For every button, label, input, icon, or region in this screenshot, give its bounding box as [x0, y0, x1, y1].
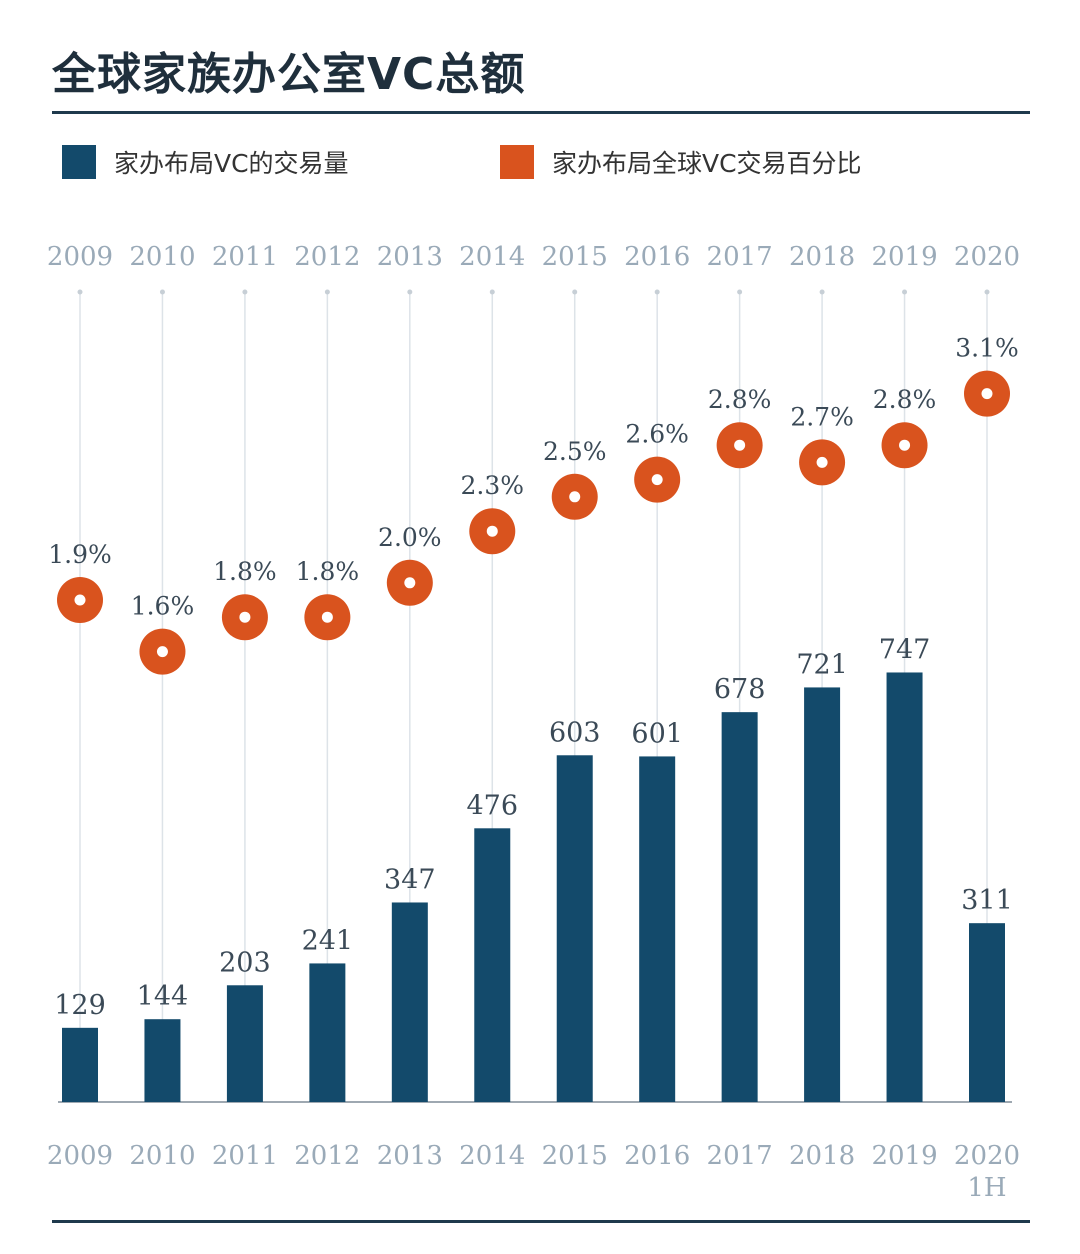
bar-value-label: 241	[302, 925, 354, 956]
guide-dot	[984, 289, 990, 295]
percent-dot-center	[981, 388, 993, 400]
guide-dot	[77, 289, 83, 295]
top-year-label: 2019	[871, 242, 937, 272]
top-divider	[52, 111, 1030, 114]
guide-dot	[324, 289, 330, 295]
percent-dot-center	[734, 439, 746, 451]
percent-dot-center	[899, 439, 911, 451]
percent-label: 2.8%	[708, 385, 772, 414]
bar	[62, 1027, 98, 1102]
bar	[309, 963, 346, 1102]
bottom-year-label: 2020	[954, 1141, 1020, 1171]
percent-label: 2.0%	[378, 523, 442, 552]
bottom-year-label: 2012	[294, 1141, 360, 1171]
bar-value-label: 678	[714, 674, 766, 705]
bottom-year-label: 2017	[707, 1141, 773, 1171]
guide-dot	[242, 289, 248, 295]
bottom-year-label: 2009	[47, 1141, 113, 1171]
percent-dot-center	[74, 594, 86, 606]
guide-dot	[159, 289, 165, 295]
bottom-divider	[52, 1220, 1030, 1223]
percent-label: 1.9%	[48, 540, 112, 569]
bar-value-label: 129	[54, 990, 106, 1021]
bar-value-label: 203	[219, 947, 271, 978]
bar	[721, 712, 758, 1102]
bar	[391, 902, 428, 1102]
top-year-label: 2016	[624, 242, 690, 272]
percent-dot-center	[239, 611, 251, 623]
bottom-year-label: 2011	[212, 1141, 278, 1171]
top-year-label: 2018	[789, 242, 855, 272]
guide-dot	[902, 289, 908, 295]
legend-swatch-dot	[500, 145, 534, 179]
bottom-year-label: 2010	[129, 1141, 195, 1171]
legend-label-volume: 家办布局VC的交易量	[114, 149, 349, 178]
bottom-year-label: 2015	[542, 1141, 608, 1171]
top-year-label: 2010	[129, 242, 195, 272]
percent-label: 1.8%	[213, 557, 277, 586]
bar-value-label: 721	[796, 649, 848, 680]
bar	[969, 923, 1005, 1102]
guide-dot	[819, 289, 825, 295]
percent-label: 1.8%	[296, 557, 360, 586]
bar-value-label: 311	[961, 885, 1013, 916]
legend-label-percentage: 家办布局全球VC交易百分比	[552, 149, 862, 178]
percent-dot-center	[816, 456, 828, 468]
guide-dot	[489, 289, 495, 295]
bar-value-label: 603	[549, 717, 601, 748]
percent-dot-center	[569, 491, 581, 503]
top-year-label: 2013	[377, 242, 443, 272]
bar	[226, 985, 263, 1102]
bar-value-label: 601	[631, 718, 683, 749]
percent-dot-center	[156, 646, 168, 658]
legend-item-volume: 家办布局VC的交易量	[62, 144, 349, 180]
percent-label: 2.5%	[543, 437, 607, 466]
legend-item-percentage: 家办布局全球VC交易百分比	[500, 144, 862, 180]
percent-label: 3.1%	[955, 334, 1019, 363]
percent-dot-center	[486, 525, 498, 537]
bar-value-label: 347	[384, 864, 436, 895]
top-year-label: 2020	[954, 242, 1020, 272]
top-year-label: 2014	[459, 242, 525, 272]
guide-dot	[654, 289, 660, 295]
bar-value-label: 476	[466, 790, 518, 821]
percent-dot-center	[404, 577, 416, 589]
percent-label: 2.6%	[625, 420, 689, 449]
chart-title: 全球家族办公室VC总额	[52, 49, 526, 100]
guide-dot	[737, 289, 743, 295]
bar	[886, 672, 923, 1102]
bar-value-label: 144	[137, 981, 189, 1012]
top-year-label: 2015	[542, 242, 608, 272]
percent-label: 2.8%	[873, 385, 937, 414]
bar-value-label: 747	[879, 634, 931, 665]
percent-label: 2.3%	[461, 471, 525, 500]
guide-dot	[407, 289, 413, 295]
bar	[639, 756, 676, 1102]
top-year-label: 2011	[212, 242, 278, 272]
top-year-label: 2017	[707, 242, 773, 272]
percent-label: 2.7%	[790, 402, 854, 431]
bar	[556, 755, 593, 1102]
bar	[474, 828, 511, 1102]
bottom-year-label: 2019	[871, 1141, 937, 1171]
guide-dot	[572, 289, 578, 295]
bottom-year-sublabel: 1H	[967, 1173, 1006, 1203]
percent-dot-center	[321, 611, 333, 623]
bottom-year-label: 2014	[459, 1141, 525, 1171]
percent-label: 1.6%	[131, 592, 195, 621]
legend-swatch-bar	[62, 145, 96, 179]
percent-dot-center	[651, 474, 663, 486]
bar	[144, 1019, 181, 1102]
bottom-year-label: 2013	[377, 1141, 443, 1171]
bottom-year-label: 2018	[789, 1141, 855, 1171]
top-year-label: 2012	[294, 242, 360, 272]
bottom-year-label: 2016	[624, 1141, 690, 1171]
bar	[804, 687, 841, 1102]
top-year-label: 2009	[47, 242, 113, 272]
